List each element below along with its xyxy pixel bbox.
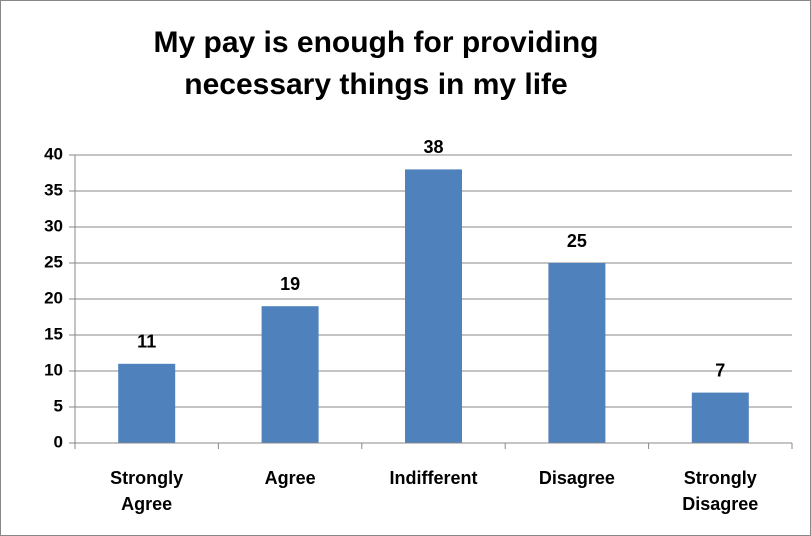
y-tick-label: 35 [44,180,63,199]
bar [261,306,319,443]
y-tick-label: 25 [44,252,63,271]
y-tick-label: 30 [44,216,63,235]
y-tick-label: 15 [44,324,63,343]
x-tick-label: Strongly Disagree [682,468,759,514]
y-tick-label: 5 [54,396,63,415]
y-tick-label: 40 [44,144,63,163]
value-label: 7 [715,360,725,380]
y-tick-label: 10 [44,360,63,379]
value-label: 38 [423,137,443,157]
bar [118,363,176,443]
value-label: 25 [567,231,587,251]
x-tick-label: Agree [264,468,316,488]
chart-title: necessary things in my life [184,68,567,101]
y-tick-label: 20 [44,288,63,307]
bar [548,263,606,443]
value-label: 11 [137,332,156,352]
value-label: 19 [280,274,300,294]
x-tick-label: Strongly Agree [110,468,184,514]
x-tick-label: Indifferent [389,468,478,488]
bar [405,169,462,443]
y-tick-label: 0 [54,432,63,451]
x-tick-label: Disagree [538,468,615,488]
bar [691,392,749,443]
chart-title: My pay is enough for providing [153,26,598,59]
